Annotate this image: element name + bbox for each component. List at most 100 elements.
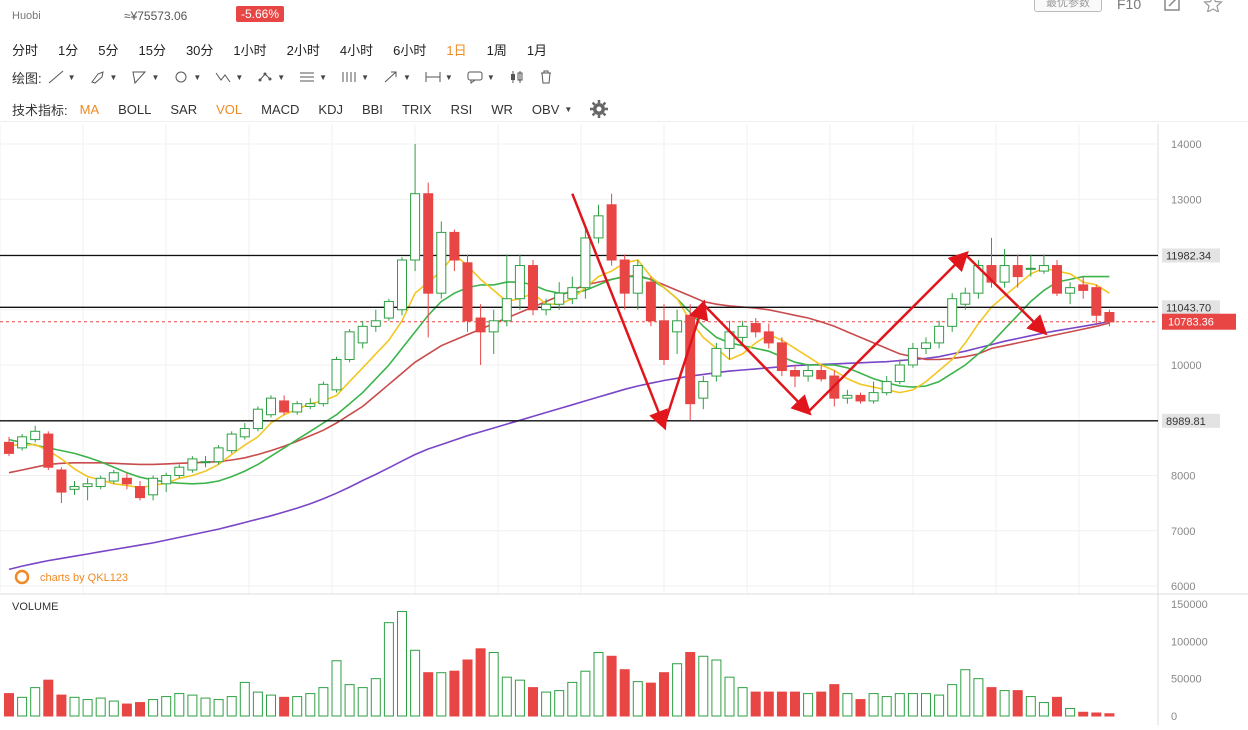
- settings-gear-icon[interactable]: [590, 100, 609, 118]
- exchange-name: Huobi: [12, 10, 41, 22]
- brush-tool-icon[interactable]: ▼: [90, 70, 117, 84]
- indicator-wr[interactable]: WR: [491, 101, 513, 117]
- timeframe-tab[interactable]: 5分: [98, 42, 119, 58]
- candle-body: [907, 347, 918, 366]
- volume-bar: [659, 672, 669, 717]
- f10-button[interactable]: F10: [1117, 0, 1142, 12]
- volume-bar: [331, 660, 342, 717]
- candle-body: [816, 370, 827, 380]
- candle-body: [135, 486, 145, 499]
- candle-body: [174, 466, 185, 476]
- comment-tool-icon[interactable]: ▼: [467, 70, 495, 84]
- timeframe-tab[interactable]: 1日: [446, 42, 467, 58]
- candle-body: [1065, 287, 1076, 294]
- candle-body: [947, 298, 958, 327]
- candle-body: [1038, 265, 1049, 272]
- volume-bar: [1025, 696, 1036, 717]
- timeframe-tab[interactable]: 分时: [12, 42, 39, 58]
- timeframe-tab[interactable]: 1小时: [233, 42, 267, 58]
- circle-tool-icon[interactable]: ▼: [173, 70, 201, 84]
- indicator-rsi[interactable]: RSI: [450, 101, 473, 117]
- candle-body: [266, 397, 276, 416]
- trend-arrow: [571, 193, 668, 431]
- volume-bar: [541, 691, 552, 717]
- trend-arrow: [807, 250, 969, 413]
- timeframe-tab[interactable]: 15分: [138, 42, 166, 58]
- volume-bar: [213, 699, 224, 717]
- candle-body: [43, 433, 54, 468]
- triangle-tool-icon[interactable]: ▼: [131, 70, 159, 84]
- kline-chart[interactable]: 1400013000120001100010000900080007000600…: [0, 124, 1248, 725]
- candle-body: [803, 370, 814, 377]
- ma60-line: [8, 320, 1110, 571]
- volume-bar: [750, 691, 761, 717]
- volume-bar: [475, 648, 486, 717]
- indicator-trix[interactable]: TRIX: [401, 101, 432, 117]
- timeframe-tab[interactable]: 4小时: [339, 42, 374, 58]
- timeframe-tab[interactable]: 2小时: [286, 42, 320, 58]
- candle-body: [82, 483, 93, 488]
- indicator-vol[interactable]: VOL: [216, 101, 243, 117]
- candle-body: [187, 458, 198, 471]
- candle-body: [999, 265, 1010, 283]
- candle-tool-icon[interactable]: [509, 70, 525, 84]
- timeframe-tab[interactable]: 1分: [58, 42, 79, 58]
- obv-dropdown-icon[interactable]: ▼: [564, 104, 573, 114]
- volume-bar: [501, 676, 512, 717]
- volume-bar: [226, 696, 237, 717]
- volume-bar: [973, 678, 984, 717]
- indicator-macd[interactable]: MACD: [261, 101, 300, 117]
- volume-bar: [135, 702, 145, 717]
- candle-body: [383, 300, 394, 319]
- timeframe-tab[interactable]: 6小时: [393, 42, 427, 58]
- header-bar: Huobi ≈¥75573.06 -5.66% 最优参数 F10: [0, 0, 1248, 30]
- candle-body: [986, 265, 997, 283]
- volume-bar: [921, 693, 931, 717]
- level-label: 11982.34: [1166, 250, 1211, 262]
- timeframe-tab[interactable]: 1月: [526, 42, 548, 58]
- trash-icon[interactable]: [539, 70, 553, 84]
- indicator-sar[interactable]: SAR: [170, 101, 198, 117]
- candle-body: [449, 231, 460, 261]
- volume-bar: [894, 693, 905, 717]
- y-tick-label: 13000: [1171, 194, 1202, 206]
- indicator-bbi[interactable]: BBI: [361, 101, 383, 117]
- volume-bar: [934, 694, 945, 717]
- measure-tool-icon[interactable]: ▼: [425, 70, 453, 84]
- candle-body: [934, 325, 945, 344]
- candle-body: [226, 433, 237, 452]
- timeframe-tab[interactable]: 30分: [185, 42, 214, 58]
- wave-tool-icon[interactable]: ▼: [257, 70, 285, 84]
- volume-bar: [790, 691, 800, 717]
- candle-body: [606, 204, 617, 261]
- volume-bar: [148, 699, 159, 717]
- volume-bar: [1078, 711, 1089, 717]
- timeframe-tab[interactable]: 1周: [486, 42, 507, 58]
- gann-tool-icon[interactable]: ▼: [341, 70, 369, 84]
- candle-body: [292, 403, 303, 413]
- export-icon[interactable]: [1163, 0, 1183, 12]
- level-label-bg: [1162, 413, 1220, 428]
- volume-bar: [619, 669, 630, 717]
- params-button[interactable]: 最优参数: [1034, 0, 1102, 12]
- volume-bar: [423, 672, 434, 717]
- volume-bar: [554, 690, 565, 717]
- fib-tool-icon[interactable]: ▼: [299, 70, 327, 84]
- arrow-tool-icon[interactable]: ▼: [383, 70, 411, 84]
- volume-bar: [986, 687, 997, 717]
- indicator-kdj[interactable]: KDJ: [318, 101, 343, 117]
- level-label: 11043.70: [1166, 302, 1211, 314]
- pattern-tool-icon[interactable]: ▼: [215, 70, 243, 84]
- indicator-boll[interactable]: BOLL: [118, 101, 152, 117]
- volume-bar: [82, 699, 93, 717]
- line-tool-icon[interactable]: ▼: [48, 70, 76, 84]
- indicator-ma[interactable]: MA: [79, 101, 100, 117]
- drawing-label: 绘图:: [12, 70, 42, 86]
- volume-tick-label: 150000: [1171, 599, 1208, 611]
- volume-bar: [449, 670, 460, 717]
- price-chart-area[interactable]: 1400013000120001100010000900080007000600…: [0, 124, 1248, 725]
- indicator-obv[interactable]: OBV: [531, 101, 560, 117]
- star-icon[interactable]: [1203, 0, 1223, 14]
- volume-bar: [632, 681, 643, 717]
- volume-bar: [842, 693, 853, 717]
